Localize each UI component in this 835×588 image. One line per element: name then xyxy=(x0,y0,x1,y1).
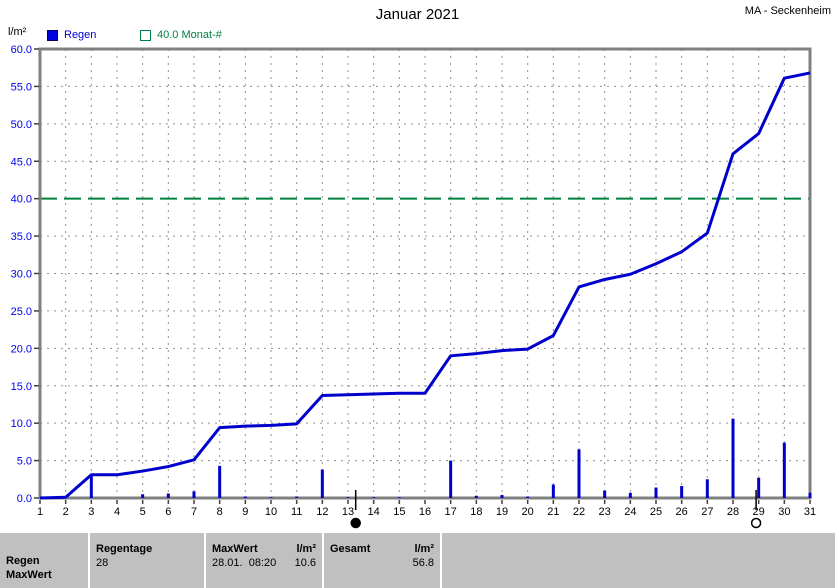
legend-item-regen[interactable]: Regen xyxy=(47,29,96,41)
svg-text:5: 5 xyxy=(140,506,146,518)
legend-threshold-label: 40.0 Monat-# xyxy=(157,29,222,41)
row-label-maxwert: MaxWert xyxy=(6,569,52,581)
svg-text:1: 1 xyxy=(37,506,43,518)
svg-text:13: 13 xyxy=(342,506,354,518)
svg-text:18: 18 xyxy=(470,506,482,518)
svg-text:23: 23 xyxy=(599,506,611,518)
empty-cell xyxy=(442,533,835,588)
svg-text:15: 15 xyxy=(393,506,405,518)
svg-text:2: 2 xyxy=(63,506,69,518)
regen-swatch-icon xyxy=(47,29,58,41)
svg-text:9: 9 xyxy=(242,506,248,518)
threshold-swatch-icon xyxy=(140,29,151,41)
gesamt-cell: Gesamt l/m² 56.8 xyxy=(324,533,440,588)
svg-text:0.0: 0.0 xyxy=(17,493,32,505)
rain-chart-svg: 0.0 5.0 10.0 15.0 20.0 25.0 30.0 35.0 40.0 45.0 50… xyxy=(11,44,816,529)
svg-text:25.0: 25.0 xyxy=(11,306,32,318)
svg-text:15.0: 15.0 xyxy=(11,381,32,393)
svg-text:6: 6 xyxy=(165,506,171,518)
svg-text:30.0: 30.0 xyxy=(11,269,32,281)
svg-text:10: 10 xyxy=(265,506,277,518)
svg-text:40.0: 40.0 xyxy=(11,194,32,206)
chart-title: Januar 2021 xyxy=(375,6,460,23)
gesamt-unit: l/m² xyxy=(414,543,434,555)
svg-text:17: 17 xyxy=(445,506,457,518)
svg-text:25: 25 xyxy=(650,506,662,518)
regentage-header: Regentage xyxy=(96,543,153,555)
summary-table: Regen MaxWert Regentage 28 MaxWert l/m² … xyxy=(0,533,835,588)
summary-row-labels-cell: Regen MaxWert xyxy=(0,533,88,588)
svg-text:26: 26 xyxy=(676,506,688,518)
svg-text:12: 12 xyxy=(316,506,328,518)
svg-text:55.0: 55.0 xyxy=(11,81,32,93)
svg-text:31: 31 xyxy=(804,506,816,518)
svg-text:29: 29 xyxy=(753,506,765,518)
svg-text:24: 24 xyxy=(624,506,636,518)
svg-text:4: 4 xyxy=(114,506,120,518)
svg-text:50.0: 50.0 xyxy=(11,119,32,131)
svg-text:30: 30 xyxy=(778,506,790,518)
svg-text:19: 19 xyxy=(496,506,508,518)
svg-text:3: 3 xyxy=(88,506,94,518)
y-axis-unit-label: l/m² xyxy=(8,26,27,38)
svg-text:7: 7 xyxy=(191,506,197,518)
regentage-cell: Regentage 28 xyxy=(90,533,204,588)
svg-text:22: 22 xyxy=(573,506,585,518)
legend-regen-label: Regen xyxy=(64,29,97,41)
svg-text:20.0: 20.0 xyxy=(11,343,32,355)
svg-text:10.0: 10.0 xyxy=(11,418,32,430)
maxwert-date: 28.01. 08:20 xyxy=(212,557,277,569)
maxwert-value: 10.6 xyxy=(294,557,316,569)
svg-text:16: 16 xyxy=(419,506,431,518)
row-label-regen: Regen xyxy=(6,555,40,567)
svg-text:20: 20 xyxy=(522,506,534,518)
station-label: MA - Seckenheim xyxy=(744,5,831,17)
svg-text:35.0: 35.0 xyxy=(11,231,32,243)
maxwert-header: MaxWert xyxy=(212,543,258,555)
svg-text:28: 28 xyxy=(727,506,739,518)
maxwert-unit: l/m² xyxy=(296,543,316,555)
svg-text:8: 8 xyxy=(217,506,223,518)
svg-text:5.0: 5.0 xyxy=(17,456,32,468)
gesamt-value: 56.8 xyxy=(412,557,434,569)
regentage-value: 28 xyxy=(96,557,109,569)
legend-item-threshold[interactable]: 40.0 Monat-# xyxy=(140,29,222,41)
gesamt-header: Gesamt xyxy=(330,543,371,555)
svg-text:45.0: 45.0 xyxy=(11,156,32,168)
svg-text:14: 14 xyxy=(368,506,380,518)
svg-text:27: 27 xyxy=(701,506,713,518)
svg-text:11: 11 xyxy=(291,506,302,518)
svg-text:21: 21 xyxy=(547,506,559,518)
maxwert-cell: MaxWert l/m² 28.01. 08:20 10.6 xyxy=(206,533,322,588)
svg-text:60.0: 60.0 xyxy=(11,44,32,56)
